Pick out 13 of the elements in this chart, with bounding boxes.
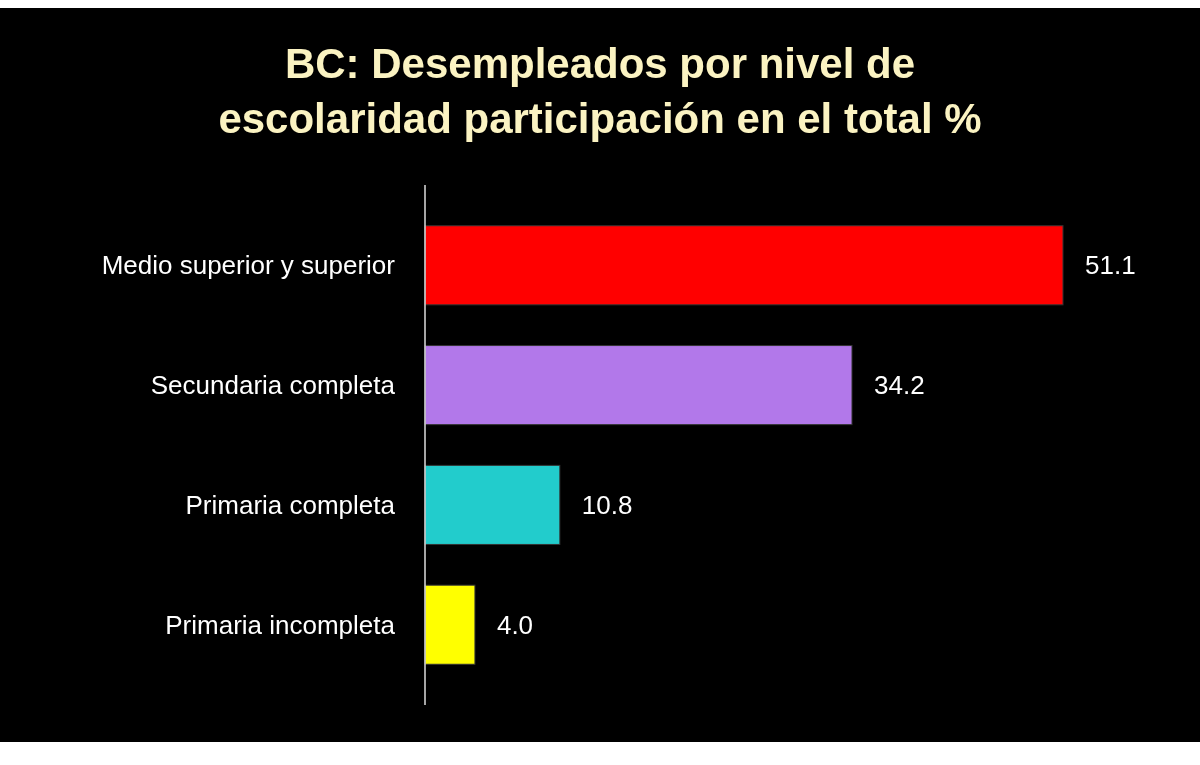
y-tick-label: Medio superior y superior <box>101 250 396 281</box>
y-tick-label: Secundaria completa <box>150 370 396 401</box>
data-label: 51.1 <box>1085 250 1136 281</box>
y-tick-label: Primaria completa <box>185 490 396 521</box>
data-label: 34.2 <box>874 370 925 401</box>
data-label: 10.8 <box>581 490 633 521</box>
bar <box>424 345 853 426</box>
bar <box>424 225 1064 306</box>
data-label: 4.0 <box>496 609 534 640</box>
bar <box>424 464 561 545</box>
y-tick-label: Primaria incompleta <box>165 609 396 640</box>
bar <box>424 584 476 665</box>
chart-title: BC: Desempleados por nivel de escolaridad participación en el total % <box>218 40 982 142</box>
